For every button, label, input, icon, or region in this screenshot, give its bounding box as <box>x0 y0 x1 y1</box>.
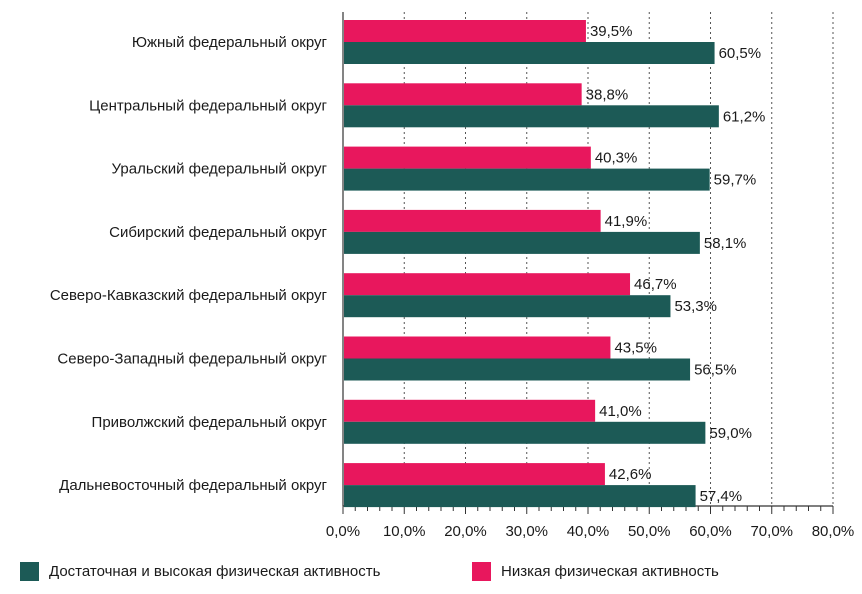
bar <box>344 463 605 486</box>
category-label: Сибирский федеральный округ <box>109 224 327 241</box>
data-label: 53,3% <box>674 298 717 315</box>
category-label: Северо-Кавказский федеральный округ <box>50 287 328 304</box>
x-tick-label: 50,0% <box>628 523 671 540</box>
bar <box>344 231 700 254</box>
legend-swatch-high-activity <box>20 562 39 581</box>
category-label: Центральный федеральный округ <box>89 97 327 114</box>
data-label: 60,5% <box>719 45 762 62</box>
x-tick-label: 30,0% <box>505 523 548 540</box>
bar <box>344 83 582 106</box>
x-tick-label: 70,0% <box>750 523 793 540</box>
bar <box>344 421 706 444</box>
x-tick-label: 80,0% <box>812 523 855 540</box>
legend-label-high-activity: Достаточная и высокая физическая активно… <box>49 563 381 580</box>
x-tick-label: 20,0% <box>444 523 487 540</box>
category-label: Северо-Западный федеральный округ <box>57 351 327 368</box>
data-label: 56,5% <box>694 362 737 379</box>
data-label: 58,1% <box>704 235 747 252</box>
bar <box>344 209 601 232</box>
data-label: 59,7% <box>714 172 757 189</box>
data-label: 40,3% <box>595 150 638 167</box>
legend-item-low-activity: Низкая физическая активность <box>472 562 719 581</box>
data-label: 38,8% <box>586 86 629 103</box>
data-label: 57,4% <box>700 488 743 505</box>
bar <box>344 485 696 508</box>
legend-label-low-activity: Низкая физическая активность <box>501 563 719 580</box>
x-tick-label: 10,0% <box>383 523 426 540</box>
data-label: 41,9% <box>605 213 648 230</box>
category-label: Приволжский федеральный округ <box>92 414 328 431</box>
legend-item-high-activity: Достаточная и высокая физическая активно… <box>20 562 380 581</box>
x-tick-label: 60,0% <box>689 523 732 540</box>
data-label: 39,5% <box>590 23 633 40</box>
category-label: Уральский федеральный округ <box>112 161 328 178</box>
bar <box>344 42 715 64</box>
data-label: 46,7% <box>634 276 677 293</box>
x-tick-label: 40,0% <box>567 523 610 540</box>
bar <box>344 295 671 318</box>
data-label: 43,5% <box>614 340 657 357</box>
data-label: 42,6% <box>609 466 652 483</box>
data-label: 59,0% <box>709 425 752 442</box>
x-tick-label: 0,0% <box>326 523 360 540</box>
bar <box>344 168 710 191</box>
bar <box>344 105 719 128</box>
category-label: Южный федеральный округ <box>132 34 328 51</box>
bar <box>344 273 631 296</box>
bar <box>344 20 586 42</box>
legend-swatch-low-activity <box>472 562 491 581</box>
bar-chart: 39,5% 60,5% Южный федеральный округ 38,8% 61… <box>50 12 855 540</box>
bar <box>344 336 611 359</box>
data-label: 41,0% <box>599 403 642 420</box>
legend: Достаточная и высокая физическая активно… <box>20 562 860 586</box>
bar <box>344 399 596 422</box>
bar <box>344 358 691 381</box>
category-label: Дальневосточный федеральный округ <box>59 477 327 494</box>
data-label: 61,2% <box>723 108 766 125</box>
bar <box>344 146 591 169</box>
